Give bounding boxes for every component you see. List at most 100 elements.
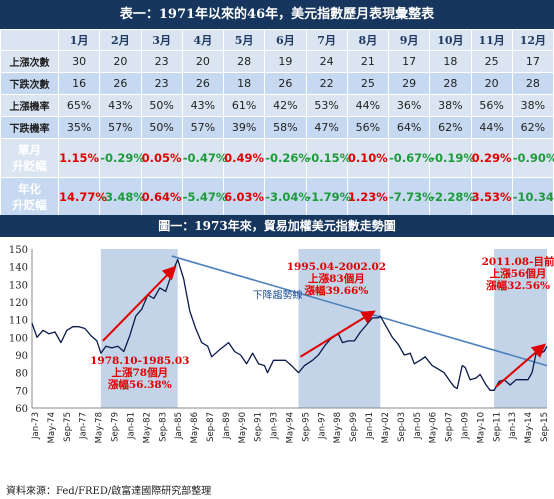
- table-cell: 26: [99, 72, 142, 95]
- table-cell: 16: [57, 72, 101, 95]
- table-cell: 53%: [305, 94, 348, 117]
- table-cell: -0.29%: [99, 138, 145, 178]
- table-cell: 3.53%: [470, 177, 513, 217]
- y-tick-label: 70: [15, 386, 28, 397]
- table-cell: 57%: [181, 116, 225, 139]
- y-tick-label: 90: [15, 351, 28, 362]
- x-tick-label: Jan-13: [508, 412, 518, 440]
- x-tick-label: May-78: [95, 412, 105, 443]
- row-label: 下跌機率: [0, 116, 59, 139]
- x-tick-label: Jan-93: [270, 412, 280, 440]
- x-tick-label: Sep-07: [445, 412, 455, 442]
- annotation-2-line-3: 漲幅39.66%: [304, 284, 368, 297]
- table-cell: 21: [346, 50, 390, 73]
- month-header-7: 7月: [305, 29, 348, 51]
- x-tick-label: Jan-05: [413, 412, 423, 440]
- x-tick-label: Jan-01: [365, 412, 375, 440]
- x-tick-label: May-82: [142, 412, 152, 443]
- x-tick-label: Sep-79: [111, 412, 121, 442]
- table-cell: -1.79%: [305, 177, 351, 217]
- x-tick-label: May-10: [476, 412, 486, 443]
- trend-line-label: 下降趨勢線: [253, 288, 303, 301]
- y-tick-label: 130: [9, 280, 28, 291]
- table-cell: 0.64%: [140, 177, 183, 217]
- table-cell: 0.10%: [346, 138, 390, 178]
- table-cell: 28: [222, 50, 266, 73]
- table-cell: -7.73%: [387, 177, 434, 217]
- table-cell: 36%: [387, 94, 431, 117]
- x-tick-label: May-06: [429, 412, 439, 443]
- shaded-period-2: [298, 249, 381, 408]
- table-row: 上漲次數 30 20 23 20 28 19 24 21 17 18 25 17: [0, 50, 554, 73]
- row-label: 上漲機率: [0, 94, 59, 117]
- table-cell: 1.23%: [346, 177, 390, 217]
- table-cell: 44%: [470, 116, 513, 139]
- month-header-10: 10月: [429, 29, 472, 51]
- table-cell: 17: [387, 50, 431, 73]
- table-cell: 17: [511, 50, 554, 73]
- table-cell: 20: [470, 72, 513, 95]
- table-cell: 0.29%: [470, 138, 513, 178]
- table-cell: 14.77%: [57, 177, 107, 217]
- table-cell: 28: [429, 72, 472, 95]
- dollar-index-chart: 60 70 80 90 100 110 120 130 140 150 Jan-73 May-74 Se…: [9, 245, 554, 443]
- table-cell: 56%: [346, 116, 390, 139]
- trend-line: [171, 255, 548, 367]
- table-cell: 0.05%: [140, 138, 183, 178]
- table-cell: 18: [429, 50, 472, 73]
- dollar-index-chart-panel: 圖一：1973年來，貿易加權美元指數走勢圖 60 70 80 90 100 110 120 1…: [0, 211, 554, 499]
- table-cell: 24: [305, 50, 348, 73]
- y-tick-label: 150: [9, 245, 28, 256]
- table-row: 上漲機率 65% 43% 50% 43% 61% 42% 53% 44% 36% 38% 56% 38%: [0, 94, 554, 117]
- y-tick-label: 80: [15, 369, 28, 380]
- table-cell: -0.47%: [181, 138, 227, 178]
- table-cell: -0.90%: [511, 138, 554, 178]
- y-tick-label: 110: [9, 316, 28, 327]
- table-cell: -10.34%: [511, 177, 554, 217]
- x-tick-label: Sep-75: [63, 412, 73, 442]
- annotation-3-line-1: 2011.08-目前: [482, 255, 554, 268]
- annotation-1-line-2: 上漲78個月: [111, 366, 168, 379]
- month-header-11: 11月: [470, 29, 513, 51]
- table-cell: 65%: [57, 94, 101, 117]
- table-cell: 23: [140, 50, 183, 73]
- table-cell: 39%: [222, 116, 266, 139]
- table-row: 下跌機率 35% 57% 50% 57% 39% 58% 47% 56% 64% 62% 44% 62%: [0, 116, 554, 139]
- table-cell: 62%: [429, 116, 472, 139]
- table-cell: 50%: [140, 94, 183, 117]
- table-cell: 25: [470, 50, 513, 73]
- y-tick-label: 100: [9, 333, 28, 344]
- x-tick-label: Sep-03: [397, 412, 407, 442]
- table-cell: -0.26%: [264, 138, 310, 178]
- table-cell: 58%: [264, 116, 307, 139]
- table-cell: 30: [57, 50, 101, 73]
- table-cell: 64%: [387, 116, 431, 139]
- month-header-6: 6月: [264, 29, 307, 51]
- table-cell: -0.15%: [305, 138, 351, 178]
- x-tick-label: Sep-83: [158, 412, 168, 442]
- month-header-5: 5月: [222, 29, 266, 51]
- table-cell: 38%: [511, 94, 554, 117]
- y-tick-label: 120: [9, 298, 28, 309]
- table-cell: 28: [511, 72, 554, 95]
- table-cell: -0.19%: [429, 138, 475, 178]
- row-label: 年化 升貶幅: [0, 177, 59, 217]
- table-cell: 26: [181, 72, 225, 95]
- table-cell: -3.04%: [264, 177, 310, 217]
- table-cell: 61%: [222, 94, 266, 117]
- month-header-1: 1月: [57, 29, 101, 51]
- y-tick-label: 60: [15, 404, 28, 415]
- x-tick-label: Jan-77: [79, 412, 89, 440]
- x-tick-label: May-86: [190, 412, 200, 443]
- month-header-9: 9月: [387, 29, 431, 51]
- table-corner-cell: [0, 29, 59, 51]
- x-tick-label: May-94: [286, 412, 296, 443]
- table-cell: 38%: [429, 94, 472, 117]
- table-cell: -5.47%: [181, 177, 227, 217]
- x-tick-label: Sep-15: [540, 412, 550, 442]
- x-tick-label: May-74: [47, 412, 57, 443]
- annotation-1-line-1: 1978.10-1985.03: [90, 355, 189, 367]
- month-header-4: 4月: [181, 29, 225, 51]
- chart-source-note: 資料來源：Fed/FRED/啟富達國際研究部整理: [6, 486, 212, 497]
- table-row: 下跌次數 16 26 23 26 18 26 22 25 29 28 20 28: [0, 72, 554, 95]
